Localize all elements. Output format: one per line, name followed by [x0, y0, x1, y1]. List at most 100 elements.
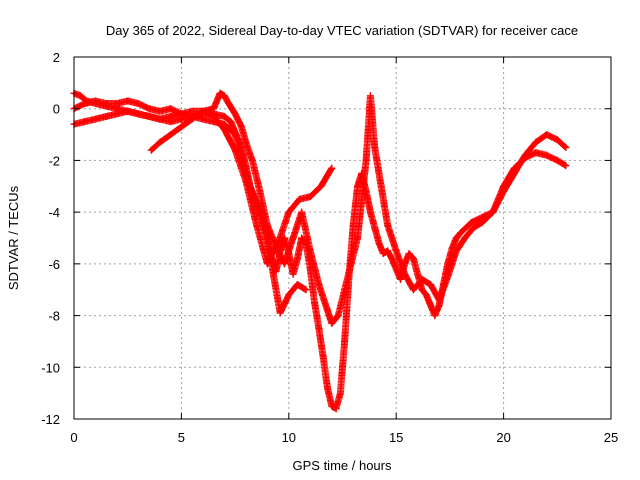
data-point — [220, 92, 228, 100]
data-series — [70, 89, 570, 413]
data-point — [124, 97, 132, 105]
data-point — [216, 89, 224, 97]
series-trace — [70, 89, 570, 413]
y-tick-label: -2 — [48, 153, 60, 168]
data-point — [199, 107, 207, 115]
data-point — [422, 291, 430, 299]
data-point — [452, 234, 460, 242]
data-point — [384, 221, 392, 229]
data-point — [270, 273, 278, 281]
data-point — [435, 296, 443, 304]
data-point — [298, 208, 306, 216]
y-tick-label: -12 — [41, 412, 60, 427]
data-point — [134, 110, 142, 118]
data-point — [521, 151, 529, 159]
data-point — [210, 105, 218, 113]
data-point — [341, 337, 349, 345]
data-point — [177, 110, 185, 118]
data-point — [467, 219, 475, 226]
data-point — [324, 306, 331, 314]
data-point — [285, 208, 293, 216]
data-point — [362, 156, 370, 164]
data-point — [231, 131, 239, 139]
data-point — [414, 270, 422, 278]
data-point — [392, 247, 400, 255]
data-point — [156, 115, 164, 123]
data-point — [113, 100, 121, 107]
data-point — [500, 188, 508, 195]
data-point — [332, 405, 340, 413]
data-point — [392, 265, 400, 273]
data-point — [220, 113, 228, 120]
x-tick-label: 20 — [496, 430, 510, 445]
data-point — [334, 312, 342, 320]
x-tick-label: 0 — [70, 430, 77, 445]
data-point — [167, 105, 175, 113]
data-point — [427, 301, 435, 309]
data-point — [375, 239, 383, 247]
data-point — [220, 120, 228, 128]
series-trace — [70, 89, 570, 327]
axis-ticks: 0 5 10 15 20 25 -12 -10 -8 -6 -4 -2 0 2 — [41, 50, 618, 445]
y-tick-label: -6 — [48, 257, 60, 272]
data-point — [302, 286, 310, 294]
data-point — [281, 260, 288, 268]
data-point — [102, 100, 110, 107]
y-tick-label: -4 — [48, 205, 60, 220]
data-point — [510, 169, 518, 177]
data-point — [371, 224, 379, 232]
data-point — [431, 312, 439, 320]
data-point — [92, 115, 99, 123]
data-point — [188, 113, 196, 120]
data-point — [289, 270, 297, 278]
data-point — [296, 195, 303, 203]
data-point — [319, 353, 327, 361]
data-point — [293, 255, 301, 263]
data-point — [328, 164, 336, 172]
data-point — [452, 247, 460, 255]
data-point — [315, 325, 323, 332]
data-point — [177, 123, 185, 131]
y-axis-label: SDTVAR / TECUs — [6, 185, 21, 290]
data-point — [341, 286, 349, 294]
data-point — [358, 195, 366, 203]
data-point — [553, 136, 561, 144]
data-point — [427, 281, 435, 288]
data-point — [354, 234, 361, 242]
data-point — [448, 244, 456, 252]
data-point — [328, 319, 336, 327]
y-tick-label: -10 — [41, 360, 60, 375]
data-point — [134, 100, 142, 107]
x-tick-label: 5 — [178, 430, 185, 445]
data-point — [274, 239, 282, 247]
data-point — [562, 162, 570, 170]
data-point — [231, 110, 239, 118]
grid-lines — [74, 57, 611, 419]
data-point — [285, 291, 293, 299]
data-point — [145, 113, 153, 120]
data-point — [145, 105, 153, 113]
data-point — [532, 138, 540, 146]
y-tick-label: -8 — [48, 309, 60, 324]
series-1 — [70, 89, 570, 413]
data-point — [324, 384, 331, 392]
data-point — [147, 146, 155, 154]
x-axis-label: GPS time / hours — [293, 458, 392, 473]
data-point — [253, 203, 261, 211]
data-point — [227, 118, 235, 126]
data-point — [167, 131, 175, 139]
chart-title: Day 365 of 2022, Sidereal Day-to-day VTE… — [106, 23, 578, 38]
data-point — [276, 309, 284, 317]
data-point — [242, 169, 250, 177]
data-point — [461, 234, 469, 242]
data-point — [543, 151, 551, 159]
data-point — [384, 247, 392, 255]
data-point — [210, 118, 218, 126]
data-point — [315, 281, 323, 288]
data-point — [306, 193, 314, 201]
data-point — [81, 100, 89, 107]
data-point — [409, 255, 417, 263]
series-4 — [70, 97, 310, 317]
data-point — [366, 92, 374, 100]
